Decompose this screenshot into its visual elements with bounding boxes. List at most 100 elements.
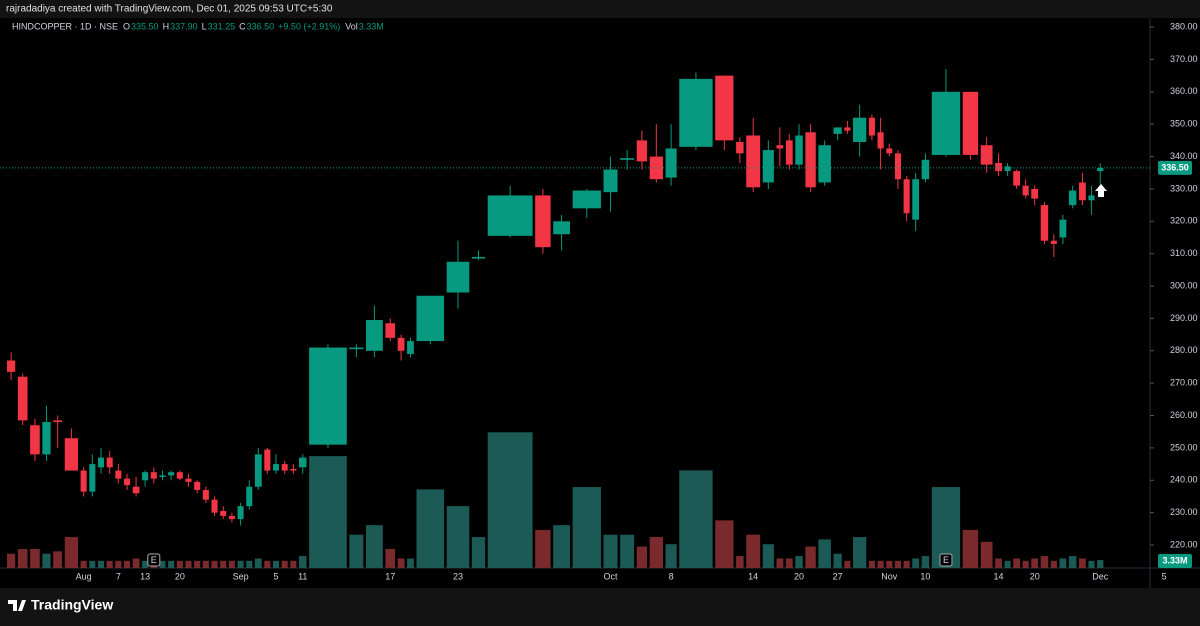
candle-body xyxy=(64,438,78,471)
volume-bar xyxy=(535,529,551,568)
candle-body xyxy=(1022,185,1029,196)
volume-bar xyxy=(762,544,774,568)
candle-body xyxy=(264,449,271,471)
candle-body xyxy=(80,470,87,492)
volume-bar xyxy=(894,560,901,568)
volume-bar xyxy=(64,537,78,568)
volume-bar xyxy=(572,487,601,568)
top-bar xyxy=(0,0,1200,18)
candle-body xyxy=(818,145,831,183)
legend-change: +9.50 (+2.91%) xyxy=(278,21,340,31)
candle-body xyxy=(1013,171,1021,186)
candle-body xyxy=(795,135,803,165)
volume-bar xyxy=(7,553,16,568)
candle-body xyxy=(921,159,930,180)
x-tick-label: 14 xyxy=(994,571,1004,581)
candle-body xyxy=(931,91,961,155)
volume-bar xyxy=(106,560,113,568)
candle-body xyxy=(844,127,851,131)
volume-bar xyxy=(715,520,734,568)
volume-bar xyxy=(42,553,51,568)
candle-body xyxy=(736,141,744,154)
candle-body xyxy=(446,261,470,293)
x-tick-label: 7 xyxy=(116,571,121,581)
y-tick-label: 280.00 xyxy=(1170,345,1198,355)
candle-body xyxy=(903,179,910,214)
candle-body xyxy=(150,472,157,479)
legend-value: 331.25 xyxy=(208,21,236,31)
x-tick-label: 13 xyxy=(140,571,150,581)
event-badge xyxy=(147,553,161,567)
y-tick-label: 270.00 xyxy=(1170,378,1198,388)
candle-body xyxy=(115,470,122,479)
y-tick-label: 220.00 xyxy=(1170,539,1198,549)
candle-body xyxy=(487,195,533,236)
candle-body xyxy=(636,140,648,162)
volume-bar xyxy=(80,560,87,568)
candle-body xyxy=(877,132,884,149)
candle-body xyxy=(649,156,663,180)
volume-bar xyxy=(649,537,663,568)
volume-bar xyxy=(746,534,761,568)
candle-body xyxy=(416,295,445,342)
candle-body xyxy=(30,425,40,455)
candle-body xyxy=(853,117,867,142)
logo-text: TradingView xyxy=(31,597,113,613)
price-badge-label: 336.50 xyxy=(1161,162,1189,172)
volume-bar xyxy=(290,560,297,568)
y-tick-label: 300.00 xyxy=(1170,280,1198,290)
x-tick-label: 27 xyxy=(833,571,843,581)
volume-bar xyxy=(1097,560,1104,568)
volume-bar xyxy=(1031,558,1039,568)
y-tick-label: 350.00 xyxy=(1170,119,1198,129)
volume-bar xyxy=(818,539,831,568)
x-tick-label: 5 xyxy=(1162,571,1167,581)
y-tick-label: 340.00 xyxy=(1170,151,1198,161)
volume-bar xyxy=(237,560,244,568)
volume-bar xyxy=(603,534,618,568)
y-tick-label: 250.00 xyxy=(1170,442,1198,452)
volume-bar xyxy=(805,546,816,568)
candle-body xyxy=(746,135,761,188)
y-tick-label: 380.00 xyxy=(1170,21,1198,31)
top-bar-text: rajradadiya created with TradingView.com… xyxy=(6,4,333,15)
volume-bar xyxy=(795,556,803,568)
candle-body xyxy=(1004,166,1011,172)
candle-body xyxy=(894,153,901,180)
volume-bar xyxy=(228,560,235,568)
volume-bar xyxy=(142,560,149,568)
candle-body xyxy=(679,78,713,147)
volume-bar xyxy=(446,506,470,568)
x-tick-label: 8 xyxy=(669,571,674,581)
candle-body xyxy=(1068,190,1077,206)
volume-bar xyxy=(168,560,175,568)
volume-bar xyxy=(246,560,253,568)
legend-symbol: HINDCOPPER · 1D · NSE xyxy=(12,21,118,31)
candle-body xyxy=(407,341,414,355)
volume-bar xyxy=(903,560,910,568)
candle-body xyxy=(715,75,734,141)
candle-body xyxy=(868,117,875,136)
candle-body xyxy=(290,468,297,471)
candle-body xyxy=(1040,205,1049,241)
footer xyxy=(0,588,1200,626)
y-tick-label: 360.00 xyxy=(1170,86,1198,96)
candle-body xyxy=(886,148,893,154)
y-tick-label: 260.00 xyxy=(1170,410,1198,420)
candle-body xyxy=(176,472,183,479)
volume-badge-label: 3.33M xyxy=(1162,555,1187,565)
candle-body xyxy=(385,323,396,338)
legend-value: 335.50 xyxy=(131,21,159,31)
volume-bar xyxy=(202,560,209,568)
candle-body xyxy=(572,190,601,209)
volume-bar xyxy=(89,560,96,568)
volume-bar xyxy=(1040,556,1049,568)
candle-body xyxy=(17,376,28,421)
candle-body xyxy=(202,489,209,500)
candle-body xyxy=(211,499,218,513)
volume-bar xyxy=(471,537,486,568)
candle-body xyxy=(762,150,774,183)
volume-bar xyxy=(1068,556,1077,568)
candle-body xyxy=(89,464,96,492)
candle-body xyxy=(620,158,635,160)
